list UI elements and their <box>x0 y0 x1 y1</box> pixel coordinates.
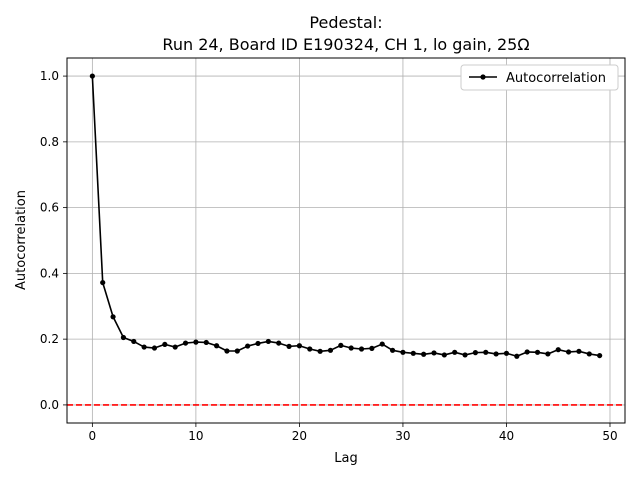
data-point <box>524 349 530 355</box>
data-point <box>400 349 406 355</box>
x-tick-label: 30 <box>395 429 410 443</box>
data-point <box>296 343 303 349</box>
data-point <box>213 343 220 349</box>
data-point <box>193 339 199 345</box>
series-group <box>89 73 603 359</box>
data-point <box>369 345 375 351</box>
data-point <box>307 346 313 352</box>
data-point <box>389 347 396 353</box>
x-tick-label: 50 <box>602 429 617 443</box>
legend-label: Autocorrelation <box>506 71 606 86</box>
data-point <box>110 314 116 320</box>
data-point <box>514 353 520 359</box>
data-point <box>245 343 251 349</box>
data-point <box>327 347 334 353</box>
data-point <box>597 352 603 359</box>
plot-frame <box>66 57 626 424</box>
y-axis-label: Autocorrelation <box>14 190 29 290</box>
data-point <box>565 349 572 355</box>
data-point <box>234 348 240 354</box>
plot-area <box>67 58 625 423</box>
data-point <box>162 341 168 348</box>
data-point <box>100 279 106 286</box>
legend: Autocorrelation <box>460 64 619 91</box>
data-point <box>348 345 354 351</box>
x-tick-label: 20 <box>292 429 307 443</box>
data-point <box>151 345 158 351</box>
y-tick-label: 0.8 <box>40 135 59 149</box>
legend-box <box>460 64 619 91</box>
data-point <box>379 341 385 347</box>
x-axis-label: Lag <box>334 451 357 466</box>
data-point <box>534 349 541 355</box>
data-point <box>265 338 271 345</box>
data-point <box>545 351 551 357</box>
data-point <box>120 334 127 341</box>
y-tick-label: 0.0 <box>40 398 59 412</box>
y-tick-label: 0.4 <box>40 266 59 280</box>
data-point <box>503 350 510 356</box>
data-point <box>182 340 189 346</box>
data-point <box>255 340 261 347</box>
grid <box>67 58 625 423</box>
data-point <box>358 346 365 352</box>
x-tick-label: 40 <box>499 429 514 443</box>
data-point <box>203 339 209 346</box>
data-point <box>317 348 323 354</box>
data-point <box>141 344 147 350</box>
data-point <box>89 73 95 79</box>
y-tick-label: 1.0 <box>40 69 59 83</box>
data-point <box>555 347 561 353</box>
data-point <box>493 351 499 357</box>
data-point <box>441 352 447 358</box>
data-point <box>462 352 468 358</box>
data-point <box>276 340 282 346</box>
data-point <box>586 351 592 357</box>
data-point <box>452 349 458 355</box>
data-point <box>410 350 416 356</box>
data-point <box>431 350 437 356</box>
chart-title-line1: Pedestal: <box>309 13 382 32</box>
data-point <box>286 343 292 349</box>
data-point <box>472 350 479 356</box>
data-point <box>172 344 178 350</box>
tick-group: 0 10 20 30 40 50 0.0 0.2 0.4 0.6 0.8 1.0 <box>40 69 618 443</box>
x-tick-label: 0 <box>89 429 97 443</box>
data-point <box>483 349 489 355</box>
data-point <box>338 342 344 348</box>
data-point <box>421 351 427 357</box>
legend-marker <box>480 74 486 80</box>
data-point <box>131 338 137 345</box>
y-tick-label: 0.6 <box>40 201 59 215</box>
y-tick-label: 0.2 <box>40 332 59 346</box>
data-point <box>576 348 582 354</box>
x-tick-label: 10 <box>188 429 203 443</box>
chart-title-line2: Run 24, Board ID E190324, CH 1, lo gain,… <box>162 35 529 54</box>
data-point <box>224 348 230 354</box>
